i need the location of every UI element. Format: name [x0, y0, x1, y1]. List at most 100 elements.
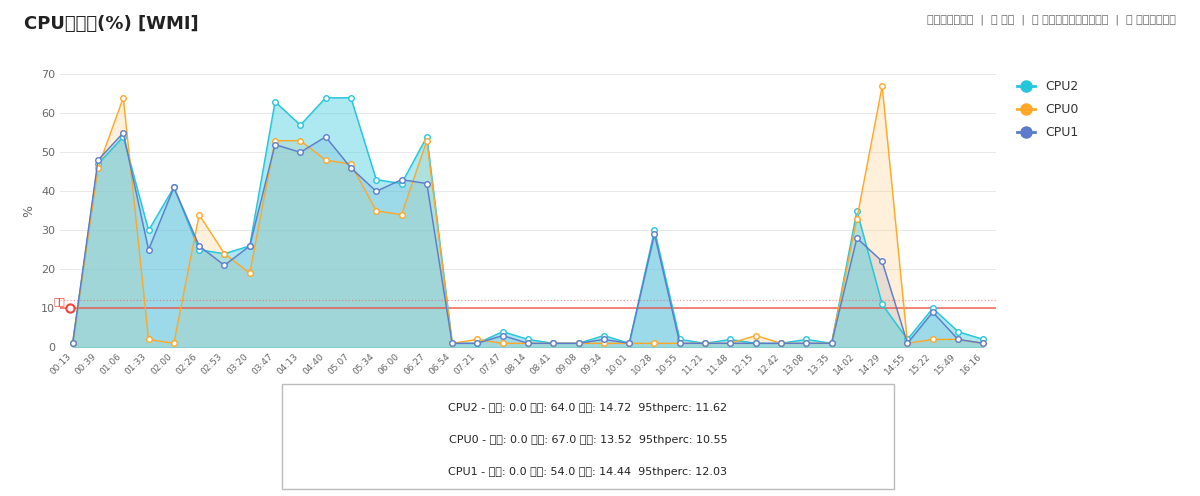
Point	[240, 242, 259, 250]
Point	[644, 226, 664, 234]
Point	[418, 133, 437, 141]
Point	[89, 156, 108, 164]
Point	[746, 339, 766, 347]
Text: CPU2 - 最小: 0.0 最大: 64.0 平均: 14.72  95thperc: 11.62: CPU2 - 最小: 0.0 最大: 64.0 平均: 14.72 95thpe…	[449, 403, 727, 413]
Point	[139, 226, 158, 234]
Point	[367, 207, 386, 215]
Point	[493, 328, 512, 336]
Legend: CPU2, CPU0, CPU1: CPU2, CPU0, CPU1	[1012, 75, 1084, 144]
Point	[367, 187, 386, 195]
Point	[443, 339, 462, 347]
Point	[493, 331, 512, 339]
Point	[240, 269, 259, 277]
Point	[670, 339, 689, 347]
Point	[316, 133, 335, 141]
Point	[139, 335, 158, 343]
Point	[973, 339, 992, 347]
Point	[619, 339, 638, 347]
Point	[290, 121, 310, 129]
Point	[544, 339, 563, 347]
Point	[215, 249, 234, 257]
Point	[164, 184, 184, 191]
Point	[139, 246, 158, 254]
Point	[822, 339, 841, 347]
Point	[240, 242, 259, 250]
Point	[367, 176, 386, 184]
Point	[898, 335, 917, 343]
Point	[290, 137, 310, 145]
Point	[341, 94, 360, 102]
Point	[569, 339, 588, 347]
Point	[89, 160, 108, 168]
Point	[772, 339, 791, 347]
Point	[89, 164, 108, 172]
Text: CPU使用率(%) [WMI]: CPU使用率(%) [WMI]	[24, 15, 199, 33]
Point	[443, 339, 462, 347]
Point	[923, 335, 942, 343]
Point	[60, 304, 79, 312]
Point	[518, 335, 538, 343]
Point	[948, 328, 967, 336]
Point	[215, 249, 234, 257]
Point	[973, 335, 992, 343]
Point	[797, 339, 816, 347]
Point	[114, 129, 133, 137]
Text: CPU0 - 最小: 0.0 最大: 67.0 平均: 13.52  95thperc: 10.55: CPU0 - 最小: 0.0 最大: 67.0 平均: 13.52 95thpe…	[449, 434, 727, 445]
Point	[872, 257, 892, 265]
Point	[948, 335, 967, 343]
Point	[341, 160, 360, 168]
Point	[872, 82, 892, 90]
Point	[392, 180, 412, 187]
Point	[265, 140, 284, 148]
Point	[923, 304, 942, 312]
Point	[443, 339, 462, 347]
Point	[847, 215, 866, 223]
Point	[644, 339, 664, 347]
Point	[468, 339, 487, 347]
Point	[822, 339, 841, 347]
Point	[190, 211, 209, 219]
Point	[341, 164, 360, 172]
Point	[644, 230, 664, 238]
Point	[670, 339, 689, 347]
Point	[772, 339, 791, 347]
Text: テーブルビュー  |  ⏰ 今日  |  📅 スケジュールレポート  |  📄 エクスポート: テーブルビュー | ⏰ 今日 | 📅 スケジュールレポート | 📄 エクスポート	[928, 15, 1176, 25]
Point	[898, 339, 917, 347]
Point	[898, 339, 917, 347]
Point	[265, 98, 284, 106]
Point	[215, 261, 234, 269]
Point	[544, 339, 563, 347]
Point	[392, 211, 412, 219]
Point	[64, 339, 83, 347]
Point	[164, 339, 184, 347]
Point	[847, 207, 866, 215]
Point	[847, 234, 866, 242]
Point	[114, 133, 133, 141]
Point	[190, 242, 209, 250]
Point	[822, 339, 841, 347]
Point	[923, 308, 942, 316]
Point	[316, 94, 335, 102]
Point	[746, 339, 766, 347]
Point	[569, 339, 588, 347]
Point	[265, 137, 284, 145]
Y-axis label: %: %	[23, 205, 36, 217]
Point	[797, 339, 816, 347]
Point	[619, 339, 638, 347]
Point	[493, 339, 512, 347]
Point	[594, 331, 613, 339]
Point	[696, 339, 715, 347]
Point	[418, 137, 437, 145]
Point	[64, 339, 83, 347]
Point	[797, 335, 816, 343]
Point	[594, 335, 613, 343]
Point	[619, 339, 638, 347]
Point	[64, 339, 83, 347]
Point	[544, 339, 563, 347]
Point	[772, 339, 791, 347]
Point	[721, 335, 740, 343]
Point	[392, 176, 412, 184]
Text: CPU1 - 最小: 0.0 最大: 54.0 平均: 14.44  95thperc: 12.03: CPU1 - 最小: 0.0 最大: 54.0 平均: 14.44 95thpe…	[449, 467, 727, 477]
Point	[290, 148, 310, 156]
X-axis label: 時刻: 時刻	[521, 388, 535, 401]
